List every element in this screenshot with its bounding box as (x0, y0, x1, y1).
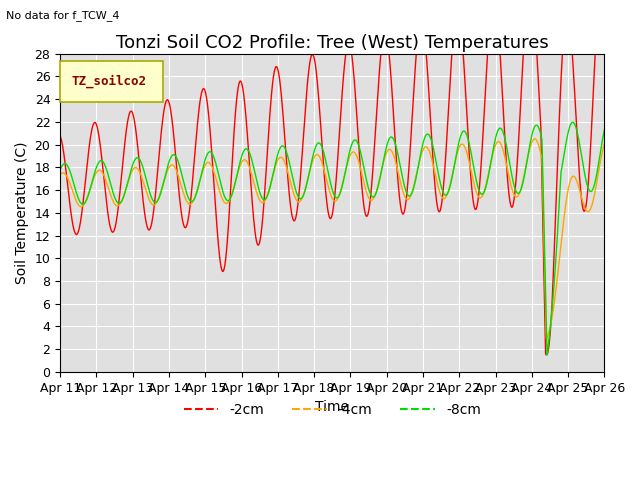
-2cm (342, 51, 350, 57)
X-axis label: Time: Time (316, 400, 349, 414)
-8cm (56, 167, 64, 173)
-4cm (289, 187, 296, 192)
-8cm (265, 189, 273, 194)
-2cm (600, 51, 608, 57)
Text: No data for f_TCW_4: No data for f_TCW_4 (6, 10, 120, 21)
-8cm (150, 199, 158, 205)
Legend: -2cm, -4cm, -8cm: -2cm, -4cm, -8cm (178, 397, 486, 422)
-4cm (543, 336, 550, 342)
-2cm (543, 352, 550, 358)
-4cm (150, 202, 158, 208)
-2cm (56, 133, 64, 139)
-4cm (590, 194, 598, 200)
Y-axis label: Soil Temperature (C): Soil Temperature (C) (15, 142, 29, 284)
-4cm (600, 141, 608, 147)
Text: TZ_soilco2: TZ_soilco2 (72, 75, 147, 88)
Line: -2cm: -2cm (60, 54, 604, 355)
-2cm (118, 166, 126, 172)
-2cm (150, 201, 158, 206)
-8cm (531, 123, 539, 129)
-8cm (289, 174, 296, 180)
-8cm (569, 120, 577, 125)
-4cm (531, 136, 539, 142)
-2cm (531, 51, 539, 57)
-4cm (531, 136, 538, 142)
-2cm (265, 126, 273, 132)
-8cm (600, 127, 608, 133)
-2cm (590, 74, 598, 80)
-8cm (118, 197, 126, 203)
Line: -4cm: -4cm (60, 139, 604, 339)
-8cm (543, 352, 551, 358)
-4cm (118, 197, 126, 203)
Title: Tonzi Soil CO2 Profile: Tree (West) Temperatures: Tonzi Soil CO2 Profile: Tree (West) Temp… (116, 34, 548, 52)
Line: -8cm: -8cm (60, 122, 604, 355)
-2cm (289, 215, 296, 220)
-4cm (265, 188, 273, 193)
-8cm (590, 183, 598, 189)
-4cm (56, 172, 64, 178)
